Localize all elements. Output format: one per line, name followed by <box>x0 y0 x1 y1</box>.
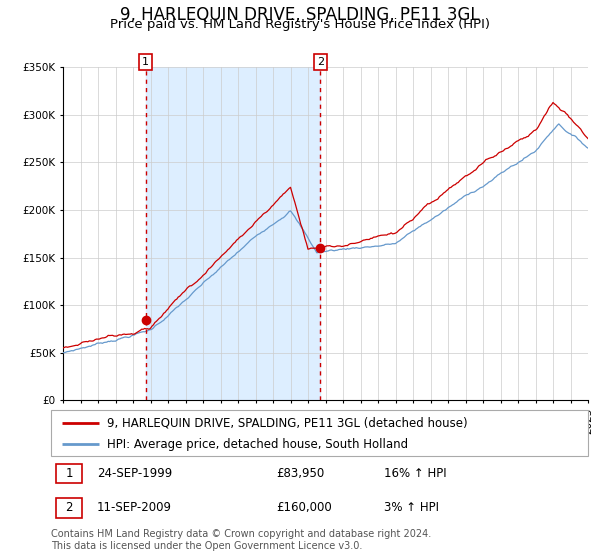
Text: 1: 1 <box>65 467 73 480</box>
Text: 3% ↑ HPI: 3% ↑ HPI <box>384 501 439 515</box>
Text: Price paid vs. HM Land Registry's House Price Index (HPI): Price paid vs. HM Land Registry's House … <box>110 18 490 31</box>
Text: HPI: Average price, detached house, South Holland: HPI: Average price, detached house, Sout… <box>107 437 409 450</box>
Text: £83,950: £83,950 <box>277 467 325 480</box>
Text: 9, HARLEQUIN DRIVE, SPALDING, PE11 3GL: 9, HARLEQUIN DRIVE, SPALDING, PE11 3GL <box>120 6 480 24</box>
FancyBboxPatch shape <box>51 410 588 456</box>
Text: 24-SEP-1999: 24-SEP-1999 <box>97 467 172 480</box>
Text: 2: 2 <box>317 57 324 67</box>
Text: 11-SEP-2009: 11-SEP-2009 <box>97 501 172 515</box>
Bar <box>146 67 320 400</box>
FancyBboxPatch shape <box>56 498 82 518</box>
Text: 2: 2 <box>65 501 73 515</box>
Text: £160,000: £160,000 <box>277 501 332 515</box>
Text: 9, HARLEQUIN DRIVE, SPALDING, PE11 3GL (detached house): 9, HARLEQUIN DRIVE, SPALDING, PE11 3GL (… <box>107 417 468 430</box>
Text: Contains HM Land Registry data © Crown copyright and database right 2024.
This d: Contains HM Land Registry data © Crown c… <box>51 529 431 551</box>
FancyBboxPatch shape <box>56 464 82 483</box>
Text: 16% ↑ HPI: 16% ↑ HPI <box>384 467 446 480</box>
Text: 1: 1 <box>142 57 149 67</box>
